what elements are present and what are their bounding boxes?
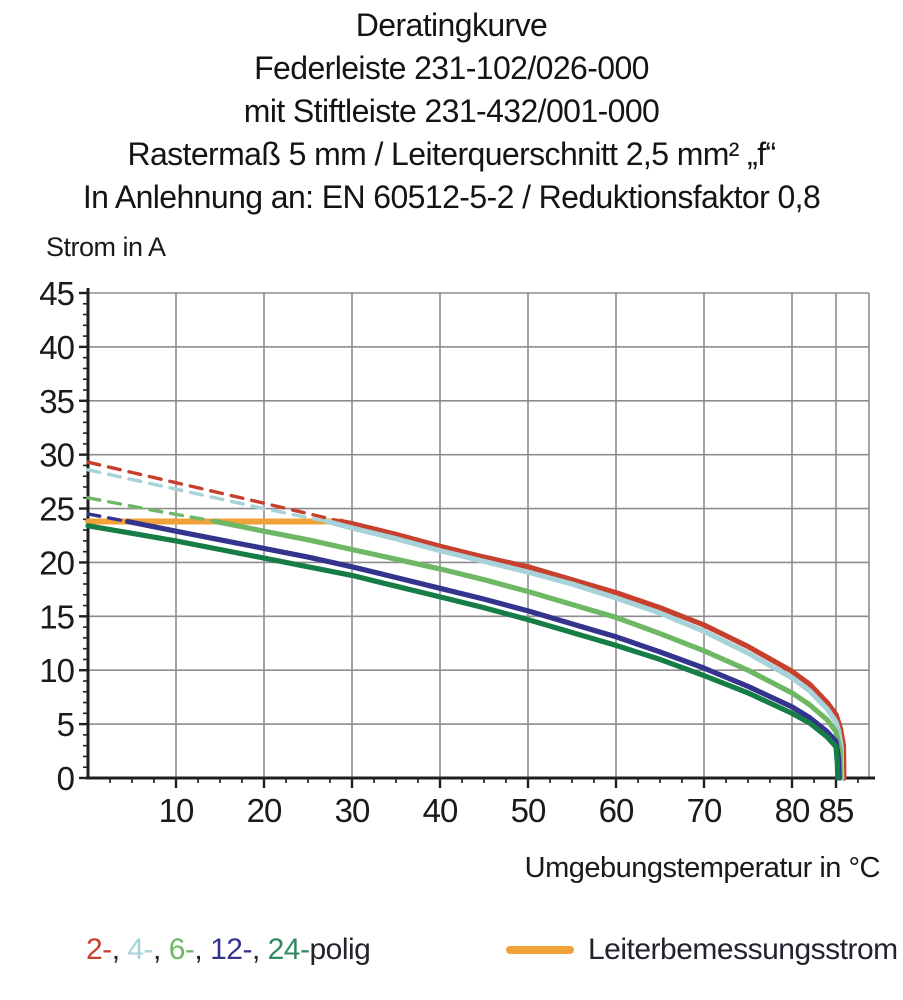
svg-text:25: 25	[39, 491, 74, 528]
svg-text:30: 30	[335, 792, 370, 829]
y-axis-title: Strom in A	[46, 232, 166, 262]
svg-text:35: 35	[39, 383, 74, 420]
legend-poles-suffix: polig	[309, 933, 371, 966]
title-line-5: In Anlehnung an: EN 60512-5-2 / Reduktio…	[82, 179, 821, 215]
svg-text:70: 70	[687, 792, 722, 829]
legend-pole-6: 6-	[168, 933, 195, 966]
curve-6-polig-solid	[213, 518, 843, 781]
curve-2-polig-solid	[338, 518, 847, 781]
title-line-3: mit Stiftleiste 231-432/001-000	[243, 93, 660, 129]
rated-current-label: Leiterbemessungsstrom	[588, 933, 898, 966]
curve-6-polig-dashed	[86, 496, 218, 524]
legend-separator: ,	[251, 933, 268, 966]
legend-separator: ,	[153, 933, 169, 966]
curves	[85, 460, 847, 781]
x-axis-title: Umgebungstemperatur in °C	[524, 852, 881, 884]
legend-pole-24: 24-	[267, 933, 310, 966]
ticks	[79, 291, 859, 788]
svg-text:45: 45	[39, 275, 74, 312]
curve-12-polig-dashed	[86, 512, 130, 524]
curve-2-polig-dashed	[86, 460, 344, 524]
legend-pole-12: 12-	[210, 933, 252, 966]
svg-text:80: 80	[775, 792, 810, 829]
legend-separator: ,	[194, 933, 211, 966]
svg-text:60: 60	[599, 792, 634, 829]
legend-pole-4: 4-	[127, 933, 154, 966]
svg-text:40: 40	[423, 792, 458, 829]
title-block: Deratingkurve Federleiste 231-102/026-00…	[0, 4, 903, 219]
svg-text:50: 50	[511, 792, 546, 829]
svg-text:85: 85	[819, 792, 854, 829]
legend-separator: ,	[111, 933, 128, 966]
svg-text:10: 10	[39, 652, 74, 689]
svg-text:20: 20	[39, 544, 74, 581]
curve-4-polig-solid	[324, 518, 845, 781]
title-line-2: Federleiste 231-102/026-000	[254, 50, 649, 86]
axes	[86, 288, 875, 780]
grid	[88, 292, 870, 778]
svg-text:5: 5	[57, 706, 74, 743]
svg-text:15: 15	[39, 598, 74, 635]
svg-text:10: 10	[159, 792, 194, 829]
rated-current-legend: Leiterbemessungsstrom	[506, 933, 898, 967]
curve-4-polig-dashed	[86, 468, 330, 524]
legend-pole-2: 2-	[86, 933, 112, 966]
svg-text:20: 20	[247, 792, 282, 829]
rated-current-line-swatch	[506, 946, 574, 954]
title-line-4: Rastermaß 5 mm / Leiterquerschnitt 2,5 m…	[127, 136, 776, 172]
svg-text:40: 40	[39, 329, 74, 366]
tick-labels: 10 20 30 40 50 60 70 80 85 0 5 10 15 20 25 30 35 40 45	[39, 275, 854, 829]
curve-24-polig-solid	[85, 523, 841, 781]
curve-12-polig-solid	[125, 518, 842, 781]
title-line-1: Deratingkurve	[355, 7, 548, 43]
svg-text:30: 30	[39, 437, 74, 474]
poles-legend: 2-, 4-, 6-, 12-, 24-polig	[86, 933, 371, 967]
svg-text:0: 0	[57, 760, 75, 797]
